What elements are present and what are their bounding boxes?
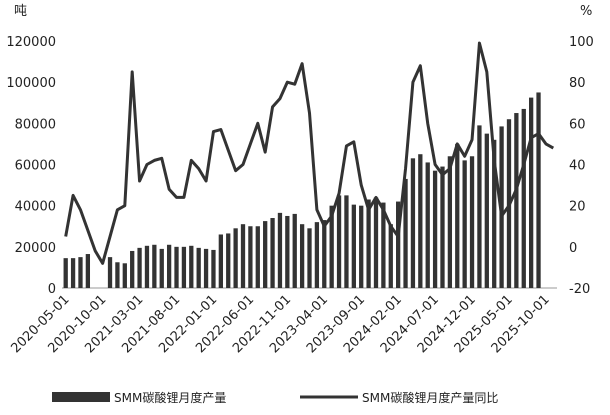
right-axis-unit: % bbox=[580, 4, 592, 19]
bar bbox=[78, 257, 83, 289]
bar bbox=[63, 258, 68, 288]
y-right-tick-label: -20 bbox=[569, 282, 590, 297]
bar bbox=[85, 254, 91, 288]
bar bbox=[137, 247, 142, 288]
y-right-tick-label: 0 bbox=[569, 241, 577, 256]
legend: SMM碳酸锂月度产量 SMM碳酸锂月度产量同比 bbox=[52, 390, 498, 405]
bar bbox=[514, 113, 519, 288]
bar bbox=[174, 246, 179, 288]
bar bbox=[203, 248, 209, 288]
bar bbox=[152, 244, 157, 288]
y-right-tick-label: 100 bbox=[569, 35, 594, 50]
bar bbox=[263, 221, 268, 288]
bar bbox=[240, 224, 246, 288]
bar bbox=[255, 226, 260, 288]
bar bbox=[314, 222, 320, 288]
y-left-tick-label: 20000 bbox=[15, 241, 56, 256]
bar bbox=[181, 246, 187, 288]
bar bbox=[322, 220, 327, 288]
y-right-tick-label: 80 bbox=[569, 76, 586, 91]
bar bbox=[144, 245, 150, 288]
right-axis: -20 0 20 40 60 80 100 bbox=[569, 35, 594, 297]
bar bbox=[70, 258, 76, 288]
bar bbox=[196, 247, 201, 288]
bar bbox=[440, 166, 445, 288]
bar bbox=[277, 212, 283, 288]
bar bbox=[447, 156, 453, 288]
y-left-tick-label: 60000 bbox=[15, 159, 56, 174]
bar bbox=[351, 204, 356, 288]
bar bbox=[418, 154, 423, 288]
bar bbox=[336, 195, 342, 289]
bar bbox=[462, 160, 467, 288]
bar bbox=[425, 162, 430, 288]
left-axis-unit: 吨 bbox=[14, 4, 27, 19]
yoy-line bbox=[64, 41, 555, 265]
bar bbox=[329, 205, 334, 288]
bar bbox=[366, 199, 371, 288]
bar bbox=[159, 248, 164, 288]
bar bbox=[344, 195, 349, 289]
bar bbox=[432, 170, 438, 288]
bar bbox=[381, 202, 386, 288]
legend-bar-swatch bbox=[52, 392, 110, 402]
y-left-tick-label: 120000 bbox=[6, 35, 56, 50]
bar bbox=[521, 108, 526, 289]
x-axis: 2020-05-012020-10-012021-03-012021-08-01… bbox=[8, 292, 552, 356]
y-left-tick-label: 40000 bbox=[15, 200, 56, 215]
bar-series bbox=[63, 92, 541, 289]
bar bbox=[469, 156, 475, 288]
bar bbox=[233, 228, 238, 288]
bar bbox=[373, 197, 379, 288]
y-right-tick-label: 40 bbox=[569, 159, 586, 174]
legend-line-label: SMM碳酸锂月度产量同比 bbox=[362, 390, 498, 405]
bar bbox=[107, 257, 113, 289]
y-right-tick-label: 60 bbox=[569, 117, 586, 132]
y-right-tick-label: 20 bbox=[569, 200, 586, 215]
bar bbox=[299, 224, 305, 288]
bar bbox=[388, 224, 393, 288]
bar bbox=[285, 215, 290, 288]
bar bbox=[226, 233, 231, 288]
bar bbox=[455, 143, 460, 288]
bar bbox=[166, 244, 172, 288]
bar bbox=[396, 201, 401, 288]
bar bbox=[403, 178, 408, 288]
bar bbox=[292, 213, 297, 288]
bar bbox=[211, 249, 216, 288]
bar bbox=[218, 234, 223, 288]
left-axis: 0 20000 40000 60000 80000 100000 120000 bbox=[6, 35, 56, 297]
bar bbox=[410, 158, 416, 288]
bar bbox=[189, 245, 194, 288]
bar bbox=[248, 226, 253, 288]
bar bbox=[477, 125, 482, 288]
legend-bar-label: SMM碳酸锂月度产量 bbox=[114, 390, 226, 405]
bar bbox=[359, 205, 364, 288]
y-left-tick-label: 0 bbox=[48, 282, 56, 297]
bar bbox=[492, 139, 497, 288]
bar bbox=[115, 262, 120, 288]
y-left-tick-label: 100000 bbox=[6, 76, 56, 91]
bar bbox=[122, 263, 127, 288]
bar bbox=[130, 250, 135, 288]
bar bbox=[270, 218, 275, 288]
y-left-tick-label: 80000 bbox=[15, 117, 56, 132]
bar bbox=[529, 97, 534, 288]
line-series bbox=[64, 41, 555, 265]
bar bbox=[536, 92, 541, 289]
bar bbox=[307, 228, 312, 288]
bar bbox=[484, 133, 489, 289]
